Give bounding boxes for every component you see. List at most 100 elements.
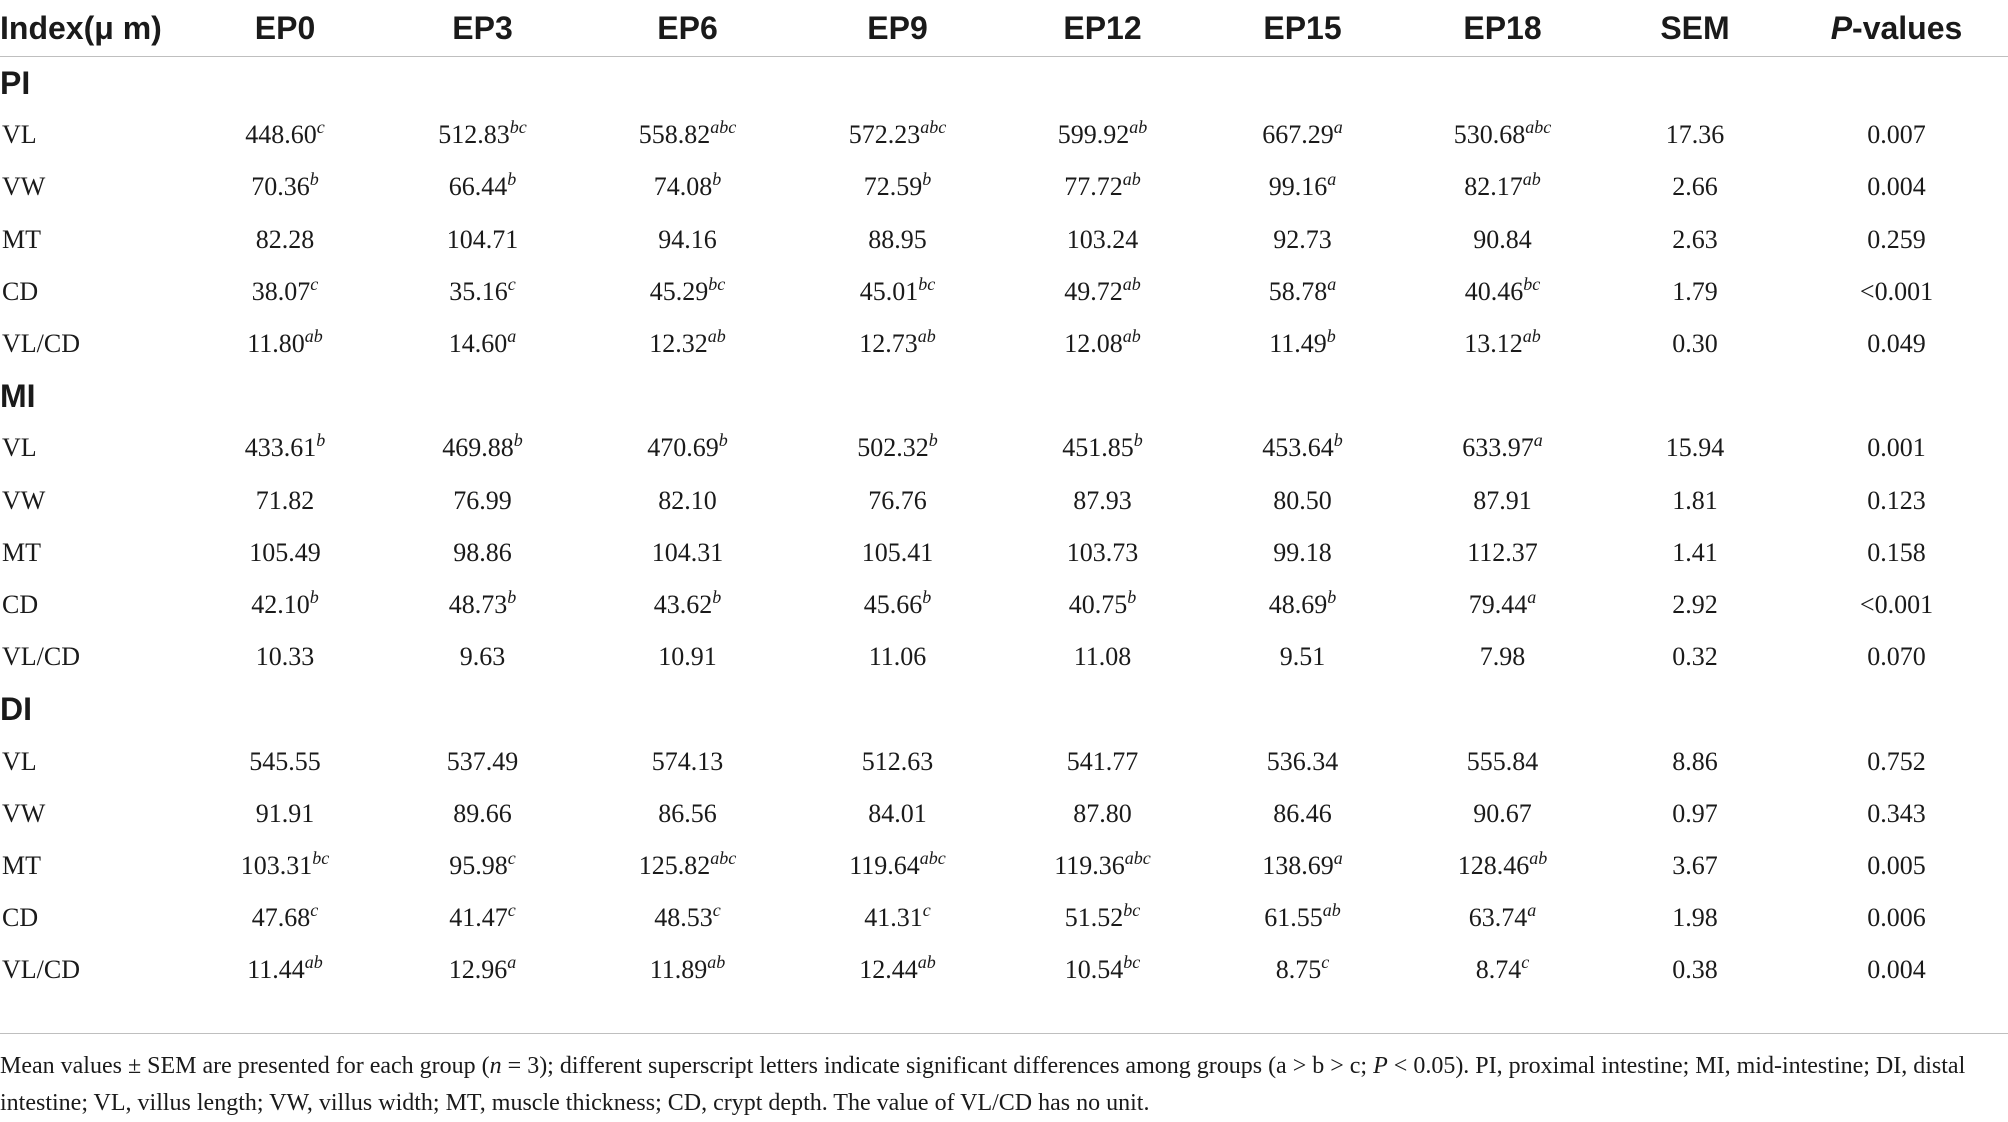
value-cell: 574.13	[580, 735, 795, 787]
sem-cell: 1.79	[1672, 276, 1718, 306]
significance-superscript: b	[316, 430, 326, 451]
cell-value: 574.13	[651, 746, 724, 776]
cell-value: 103.24	[1066, 224, 1139, 254]
cell-value: 86.56	[658, 798, 717, 828]
sem-cell: 0.38	[1672, 955, 1718, 985]
value-cell: 98.86	[385, 527, 580, 579]
cell-value: 112.37	[1467, 537, 1538, 567]
cell-value: 12.96	[448, 955, 508, 985]
column-header-ep15: EP15	[1263, 9, 1342, 46]
value-cell: 48.53c	[580, 892, 795, 944]
cell-value: 12.44	[859, 955, 918, 985]
p-value-cell: 0.004	[1867, 172, 1926, 202]
cell-value: 40.75	[1068, 589, 1128, 619]
p-value-cell: <0.001	[1859, 589, 1934, 619]
value-cell: 87.91	[1400, 475, 1605, 527]
significance-superscript: b	[309, 169, 319, 190]
table-row: CD 38.07c 35.16c 45.29bc 45.01bc 49.72ab 58.78…	[0, 266, 2008, 318]
value-cell: 41.31c	[795, 892, 1000, 944]
significance-superscript: ab	[1522, 169, 1541, 190]
value-cell: 10.91	[580, 631, 795, 683]
table-footnote: Mean values ± SEM are presented for each…	[0, 1048, 1990, 1122]
significance-superscript: b	[928, 430, 938, 451]
cell-value: 84.01	[868, 798, 927, 828]
cell-value: 45.01	[859, 276, 919, 306]
sem-cell: 2.63	[1672, 224, 1718, 254]
cell-value: 79.44	[1468, 589, 1528, 619]
significance-superscript: c	[712, 900, 721, 921]
value-cell: 47.68c	[185, 892, 385, 944]
sem-cell: 8.86	[1672, 746, 1718, 776]
cell-value: 87.93	[1073, 485, 1132, 515]
value-cell: 11.44ab	[185, 944, 385, 996]
table-row: VL 433.61b 469.88b 470.69b 502.32b 451.85b 453…	[0, 422, 2008, 474]
significance-superscript: b	[712, 169, 722, 190]
cell-value: 11.80	[247, 329, 305, 359]
row-label: VW	[2, 798, 46, 828]
row-label: VL/CD	[2, 642, 80, 672]
cell-value: 90.84	[1473, 224, 1532, 254]
value-cell: 537.49	[385, 735, 580, 787]
value-cell: 105.41	[795, 527, 1000, 579]
cell-value: 10.33	[255, 642, 315, 672]
intestinal-morphology-table: Index(μ m) EP0 EP3 EP6 EP9 EP12 EP15 EP1…	[0, 9, 2008, 997]
cell-value: 11.06	[868, 642, 927, 672]
cell-value: 41.47	[449, 903, 508, 933]
value-cell: 77.72ab	[1000, 161, 1205, 213]
value-cell: 13.12ab	[1400, 318, 1605, 370]
significance-superscript: bc	[312, 847, 330, 868]
value-cell: 95.98c	[385, 840, 580, 892]
significance-superscript: c	[507, 847, 516, 868]
sem-cell: 1.98	[1672, 903, 1718, 933]
significance-superscript: abc	[919, 847, 946, 868]
row-label: VL	[2, 746, 37, 776]
cell-value: 48.73	[448, 589, 508, 619]
significance-superscript: bc	[1123, 900, 1141, 921]
significance-superscript: c	[1321, 952, 1330, 973]
value-cell: 11.80ab	[185, 318, 385, 370]
cell-value: 51.52	[1064, 903, 1124, 933]
value-cell: 88.95	[795, 214, 1000, 266]
value-cell: 91.91	[185, 788, 385, 840]
value-cell: 43.62b	[580, 579, 795, 631]
cell-value: 536.34	[1266, 746, 1339, 776]
value-cell: 11.49b	[1205, 318, 1400, 370]
significance-superscript: a	[1333, 847, 1343, 868]
cell-value: 88.95	[868, 224, 927, 254]
column-header-sem: SEM	[1660, 9, 1730, 46]
p-values-header-italic: P	[1830, 9, 1853, 46]
column-header-ep3: EP3	[452, 9, 513, 46]
cell-value: 555.84	[1466, 746, 1539, 776]
cell-value: 572.23	[848, 120, 921, 150]
cell-value: 12.73	[859, 329, 918, 359]
p-value-cell: 0.004	[1867, 955, 1926, 985]
p-value-cell: 0.001	[1867, 433, 1926, 463]
value-cell: 66.44b	[385, 161, 580, 213]
significance-superscript: ab	[1122, 273, 1141, 294]
significance-superscript: c	[507, 273, 516, 294]
row-label: VW	[2, 485, 46, 515]
table-row: MT 105.49 98.86 104.31 105.41 103.73 99.18 112.…	[0, 527, 2008, 579]
p-value-cell: 0.070	[1867, 642, 1926, 672]
cell-value: 8.75	[1275, 955, 1322, 985]
cell-value: 90.67	[1473, 798, 1532, 828]
cell-value: 48.69	[1268, 589, 1328, 619]
value-cell: 12.44ab	[795, 944, 1000, 996]
cell-value: 128.46	[1457, 850, 1530, 880]
row-label: MT	[2, 850, 41, 880]
cell-value: 470.69	[647, 433, 719, 463]
p-value-cell: 0.259	[1867, 224, 1926, 254]
cell-value: 12.32	[649, 329, 708, 359]
p-value-cell: 0.158	[1867, 537, 1926, 567]
value-cell: 572.23abc	[795, 109, 1000, 161]
cell-value: 537.49	[446, 746, 519, 776]
value-cell: 74.08b	[580, 161, 795, 213]
cell-value: 512.83	[438, 120, 510, 150]
value-cell: 104.71	[385, 214, 580, 266]
significance-superscript: b	[1333, 430, 1343, 451]
cell-value: 45.66	[863, 589, 923, 619]
cell-value: 9.63	[459, 642, 506, 672]
table-body: PI VL 448.60c 512.83bc 558.82abc 572.23abc 599…	[0, 57, 2008, 997]
significance-superscript: ab	[1129, 117, 1148, 138]
